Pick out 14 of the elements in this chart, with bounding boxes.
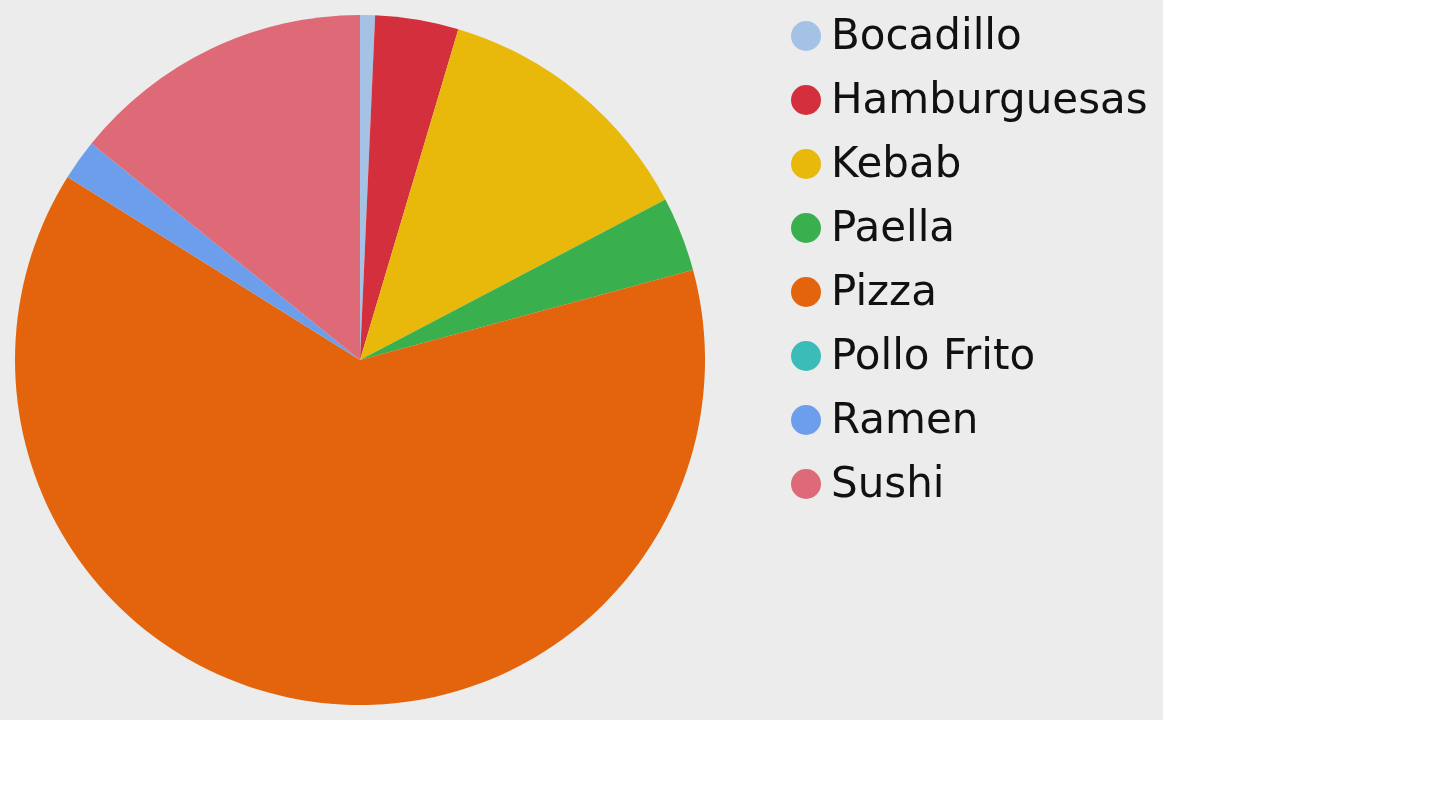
legend-label: Hamburguesas bbox=[831, 74, 1148, 123]
pie-slice bbox=[15, 176, 705, 705]
legend-label: Kebab bbox=[831, 138, 962, 187]
legend-label: Paella bbox=[831, 202, 956, 251]
legend-label: Pizza bbox=[831, 266, 937, 315]
pie-slice bbox=[360, 199, 694, 360]
pie-slice bbox=[67, 143, 360, 360]
pie-slice bbox=[360, 29, 666, 360]
pie-slice bbox=[360, 15, 459, 360]
legend-label: Bocadillo bbox=[831, 10, 1022, 59]
legend-label: Ramen bbox=[831, 394, 979, 443]
legend-label: Sushi bbox=[831, 458, 945, 507]
pie-slice bbox=[91, 15, 360, 360]
legend-label: Pollo Frito bbox=[831, 330, 1036, 379]
